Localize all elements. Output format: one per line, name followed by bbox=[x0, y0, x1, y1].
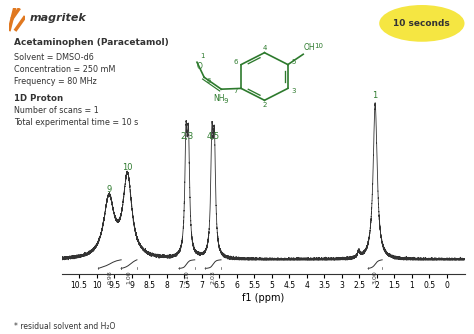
Text: 1D Proton: 1D Proton bbox=[14, 94, 64, 103]
Text: 2.10: 2.10 bbox=[184, 270, 190, 284]
Text: 10: 10 bbox=[314, 43, 323, 49]
Text: Number of scans = 1: Number of scans = 1 bbox=[14, 106, 99, 115]
Text: 1: 1 bbox=[200, 53, 205, 59]
X-axis label: f1 (ppm): f1 (ppm) bbox=[242, 293, 284, 303]
Text: 6: 6 bbox=[233, 59, 237, 65]
Text: 3: 3 bbox=[292, 88, 296, 94]
Text: 9: 9 bbox=[224, 99, 228, 105]
Text: 0.98: 0.98 bbox=[107, 270, 112, 284]
Text: Concentration = 250 mM: Concentration = 250 mM bbox=[14, 65, 116, 74]
Text: 9: 9 bbox=[106, 185, 111, 194]
Text: O: O bbox=[196, 61, 202, 70]
Text: 10: 10 bbox=[122, 163, 133, 172]
Ellipse shape bbox=[379, 5, 465, 42]
Text: Acetaminophen (Paracetamol): Acetaminophen (Paracetamol) bbox=[14, 38, 169, 47]
Text: 2,3: 2,3 bbox=[181, 132, 194, 141]
Text: 4: 4 bbox=[262, 45, 267, 51]
Text: Frequency = 80 MHz: Frequency = 80 MHz bbox=[14, 77, 97, 86]
Text: NH: NH bbox=[213, 94, 225, 103]
Text: Solvent = DMSO-d6: Solvent = DMSO-d6 bbox=[14, 53, 94, 62]
Text: 1.00: 1.00 bbox=[127, 270, 132, 284]
Text: 10 seconds: 10 seconds bbox=[393, 19, 450, 28]
Text: 3.00: 3.00 bbox=[373, 270, 378, 284]
Text: 2: 2 bbox=[262, 102, 267, 108]
Text: * residual solvent and H₂O: * residual solvent and H₂O bbox=[14, 322, 116, 331]
Text: 2.03: 2.03 bbox=[210, 270, 216, 284]
Text: Total experimental time = 10 s: Total experimental time = 10 s bbox=[14, 118, 138, 127]
Text: 5: 5 bbox=[292, 59, 296, 65]
Text: 7: 7 bbox=[233, 88, 237, 94]
Text: 4,5: 4,5 bbox=[206, 132, 219, 141]
Text: 1: 1 bbox=[373, 92, 378, 101]
Text: magritek: magritek bbox=[29, 13, 86, 23]
Text: OH: OH bbox=[304, 43, 316, 52]
Text: 6: 6 bbox=[207, 78, 211, 84]
